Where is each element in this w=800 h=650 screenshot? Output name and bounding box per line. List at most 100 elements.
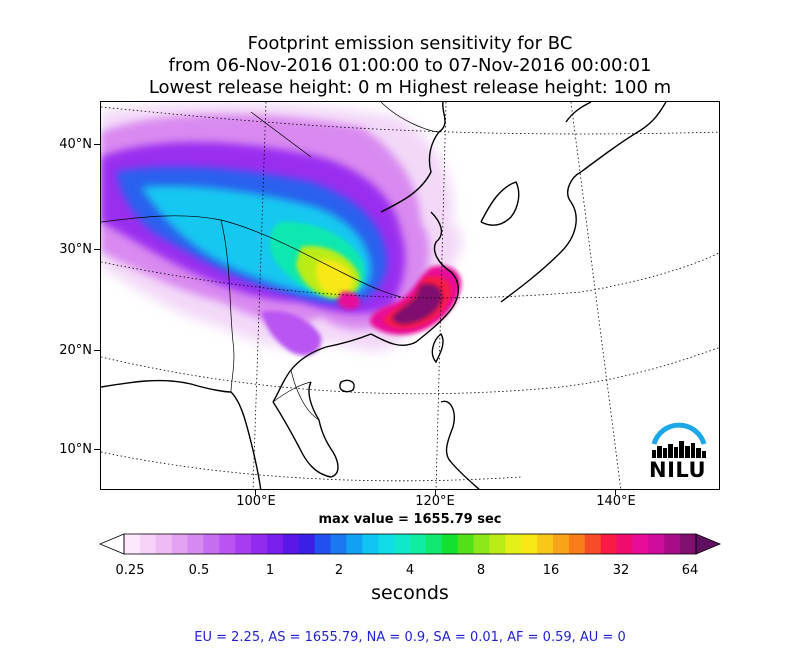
colorbar-cell [203,534,220,554]
lat-line-20 [101,347,719,395]
emission-plume [101,103,463,356]
colorbar-cell [378,534,395,554]
colorbar-cell [124,534,141,554]
lon-tick [435,490,436,495]
colorbar-cell [600,534,618,554]
lon-line-100 [252,102,267,489]
release-height-title: Lowest release height: 0 m Highest relea… [148,77,672,98]
lat-label-10: 10°N [59,442,92,457]
colorbar-cell [632,534,649,554]
colorbar-tick-label: 4 [405,563,415,578]
colorbar-cell [616,534,633,554]
colorbar-cell [664,534,681,554]
myanmar-coast [230,391,262,489]
colorbar-cell [489,534,506,554]
lat-line-10 [101,451,522,482]
lat-label-20: 20°N [59,343,92,358]
colorbar-cell [584,534,602,554]
colorbar-cell [155,534,173,554]
date-range-title: from 06-Nov-2016 01:00:00 to 07-Nov-2016… [168,55,652,76]
lon-tick [615,490,616,495]
graticule [101,102,719,489]
colorbar-unit-label: seconds [371,582,449,604]
colorbar-cell [139,534,157,554]
colorbar-cell [521,534,538,554]
lat-tick [94,144,100,145]
colorbar-cell [568,534,586,554]
logo-arc [651,422,707,445]
colorbar-outline [123,533,697,555]
lon-label-140: 140°E [596,494,636,509]
colorbar-cell [362,534,379,554]
regional-stats: EU = 2.25, AS = 1655.79, NA = 0.9, SA = … [194,630,626,645]
max-value-label: max value = 1655.79 sec [318,512,502,527]
lon-label-100: 100°E [236,494,276,509]
colorbar-tick-label: 0.25 [115,563,145,578]
gulf-of-tonkin [308,381,320,421]
lat-line-40 [101,106,719,135]
korea-peninsula [480,181,520,226]
border-line-3 [272,381,312,403]
border-line-1 [101,215,402,298]
colorbar-cell [441,534,459,554]
colorbar-cell [410,534,427,554]
colorbar-cell [648,534,665,554]
footprint-map [101,102,719,489]
colorbar-cell [553,534,570,554]
colorbar-cell [473,534,490,554]
nilu-logo [651,422,707,458]
colorbar-cell [251,534,268,554]
colorbar-cell [219,534,236,554]
coastlines [101,102,667,489]
border-line-2 [220,219,235,393]
colorbar-cell [298,534,316,554]
lon-line-140 [570,102,622,489]
korea-coast [380,102,446,213]
colorbar-cell [235,534,252,554]
lat-tick [94,449,100,450]
indochina-coast [272,401,339,478]
colorbar-tick-label: 1 [265,563,275,578]
lat-tick [94,350,100,351]
border-line-6 [250,111,312,158]
japan-north [580,102,667,173]
colorbar-cell [171,534,189,554]
nilu-logo-text: NILU [649,458,707,482]
colorbar-tick-label: 2 [334,563,344,578]
colorbar-tick-label: 16 [542,563,560,578]
map-panel [100,101,720,490]
lon-tick [255,490,256,495]
colorbar-tick-label: 8 [476,563,486,578]
colorbar-tick-label: 0.5 [188,563,210,578]
japan-kyushu-honshu [500,171,582,303]
colorbar-low-extend [98,533,125,555]
colorbar-cell [314,534,332,554]
colorbar-cell [282,534,300,554]
border-line-5 [380,102,440,133]
hokkaido [565,102,592,123]
lat-tick [94,249,100,250]
china-east-coast [370,211,459,346]
colorbar-tick-label: 32 [612,563,630,578]
lon-label-120: 120°E [415,494,455,509]
colorbar-cell [505,534,522,554]
taiwan [431,332,444,364]
china-south-coast [272,333,372,403]
colorbar-high-extend [695,533,722,555]
map-title: Footprint emission sensitivity for BC [247,33,573,54]
lat-label-30: 30°N [59,242,92,257]
colorbar-cell [457,534,475,554]
colorbar [98,533,722,555]
colorbar-cell [187,534,204,554]
colorbar-cell [425,534,443,554]
logo-skyline [652,441,706,458]
country-borders [101,102,440,421]
colorbar-cell [680,534,697,554]
bay-of-bengal-coast [101,379,232,393]
colorbar-cell [267,534,284,554]
luzon [440,400,480,489]
colorbar-cells [124,534,697,554]
colorbar-cell [346,534,363,554]
hainan [339,379,355,393]
lat-line-30 [101,252,719,299]
